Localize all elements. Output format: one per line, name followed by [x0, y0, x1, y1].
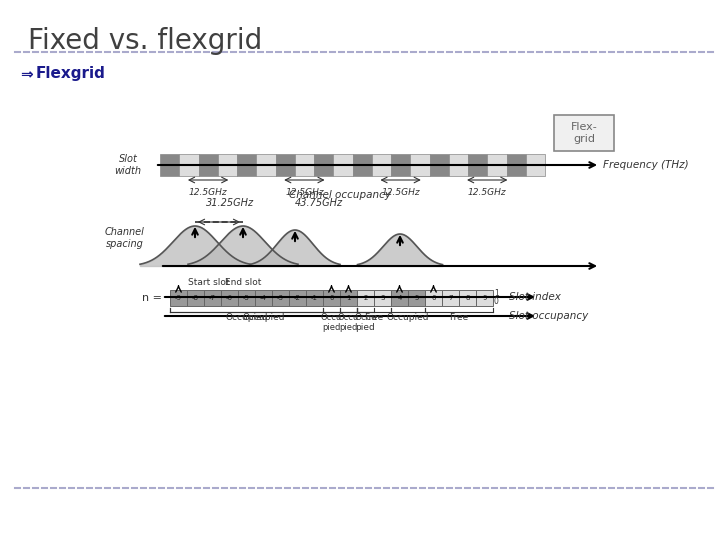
- Bar: [256, 154, 276, 176]
- Text: 31.25GHz: 31.25GHz: [206, 198, 254, 208]
- Text: Slot occupancy: Slot occupancy: [509, 311, 588, 321]
- Text: -3: -3: [277, 295, 284, 301]
- Bar: [340, 290, 357, 306]
- Bar: [430, 154, 449, 176]
- Bar: [294, 154, 314, 176]
- Text: Fixed vs. flexgrid: Fixed vs. flexgrid: [28, 27, 262, 55]
- Bar: [353, 154, 372, 176]
- Bar: [237, 154, 256, 176]
- Text: ⇒: ⇒: [20, 67, 32, 82]
- Bar: [526, 154, 545, 176]
- Text: Channel occupancy: Channel occupancy: [289, 190, 391, 200]
- Bar: [323, 290, 340, 306]
- Text: 12.5GHz: 12.5GHz: [382, 188, 420, 197]
- Text: 2: 2: [364, 295, 368, 301]
- Text: Channel
spacing: Channel spacing: [105, 227, 145, 249]
- Bar: [459, 290, 476, 306]
- Text: Slot index: Slot index: [509, 292, 561, 302]
- Text: -8: -8: [192, 295, 199, 301]
- Bar: [204, 290, 221, 306]
- Bar: [333, 154, 353, 176]
- Text: Flexgrid: Flexgrid: [36, 66, 106, 81]
- Bar: [314, 154, 333, 176]
- Bar: [506, 154, 526, 176]
- Text: Free: Free: [449, 313, 469, 322]
- Bar: [357, 290, 374, 306]
- Text: Free: Free: [364, 313, 384, 322]
- Text: -6: -6: [226, 295, 233, 301]
- Bar: [425, 290, 442, 306]
- Text: n =: n =: [142, 293, 162, 303]
- Bar: [199, 154, 217, 176]
- Bar: [221, 290, 238, 306]
- Text: Slot
width: Slot width: [114, 154, 142, 176]
- Bar: [372, 154, 391, 176]
- Bar: [272, 290, 289, 306]
- Bar: [238, 290, 255, 306]
- Text: 4: 4: [397, 295, 402, 301]
- Bar: [306, 290, 323, 306]
- FancyBboxPatch shape: [554, 115, 614, 151]
- Text: Occupied: Occupied: [225, 313, 268, 322]
- Text: 0: 0: [494, 298, 499, 307]
- Text: 6: 6: [431, 295, 436, 301]
- Text: 7: 7: [449, 295, 453, 301]
- Text: Occupied: Occupied: [242, 313, 284, 322]
- Bar: [410, 154, 430, 176]
- Text: -9: -9: [175, 295, 182, 301]
- Text: Occu
pied: Occu pied: [338, 313, 359, 333]
- Bar: [476, 290, 493, 306]
- Bar: [468, 154, 487, 176]
- Bar: [217, 154, 237, 176]
- Text: 1: 1: [494, 289, 499, 299]
- Bar: [391, 154, 410, 176]
- Bar: [187, 290, 204, 306]
- Text: 12.5GHz: 12.5GHz: [285, 188, 324, 197]
- Text: -4: -4: [260, 295, 267, 301]
- Text: Flex-
grid: Flex- grid: [571, 122, 598, 144]
- Text: 43.75GHz: 43.75GHz: [295, 198, 343, 208]
- Bar: [442, 290, 459, 306]
- Text: -1: -1: [311, 295, 318, 301]
- Text: 1: 1: [346, 295, 351, 301]
- Text: -7: -7: [209, 295, 216, 301]
- Text: 0: 0: [329, 295, 334, 301]
- Text: 5: 5: [414, 295, 419, 301]
- Text: Start slot: Start slot: [188, 278, 230, 287]
- Bar: [160, 154, 179, 176]
- Text: Frequency (THz): Frequency (THz): [603, 160, 688, 170]
- Bar: [276, 154, 294, 176]
- Bar: [289, 290, 306, 306]
- Bar: [170, 290, 187, 306]
- Bar: [487, 154, 506, 176]
- Text: End slot: End slot: [225, 278, 261, 287]
- Bar: [179, 154, 199, 176]
- Text: Occupied: Occupied: [387, 313, 429, 322]
- Bar: [408, 290, 425, 306]
- Bar: [449, 154, 468, 176]
- Text: Occu
pied: Occu pied: [354, 313, 377, 333]
- Text: 8: 8: [465, 295, 469, 301]
- Bar: [391, 290, 408, 306]
- Text: -2: -2: [294, 295, 301, 301]
- Text: 3: 3: [380, 295, 384, 301]
- Text: 12.5GHz: 12.5GHz: [189, 188, 228, 197]
- Text: 9: 9: [482, 295, 487, 301]
- Text: -5: -5: [243, 295, 250, 301]
- Bar: [255, 290, 272, 306]
- Bar: [374, 290, 391, 306]
- Text: Occu
pied: Occu pied: [321, 313, 342, 333]
- Text: 12.5GHz: 12.5GHz: [468, 188, 507, 197]
